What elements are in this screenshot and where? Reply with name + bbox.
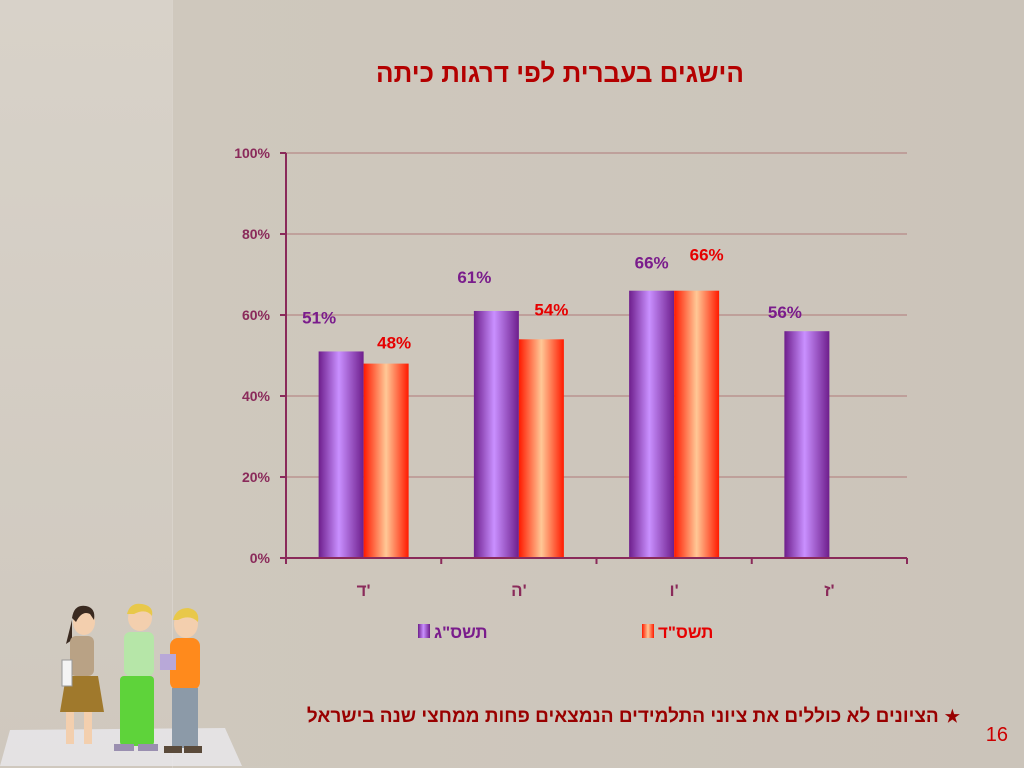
y-tick-label: 80%	[242, 226, 271, 242]
bar-series1	[629, 290, 675, 558]
children-illustration	[0, 603, 242, 766]
legend-label: תשס"ג	[434, 623, 488, 642]
y-tick-label: 100%	[234, 145, 270, 161]
bars	[318, 290, 830, 558]
footnote-text: הציונים לא כוללים את ציוני התלמידים הנמצ…	[306, 706, 939, 727]
x-category-label: ז'	[824, 581, 834, 600]
x-category-label: ה'	[511, 581, 527, 600]
data-label: 48%	[377, 334, 411, 353]
data-label: 51%	[302, 308, 336, 327]
bar-series2	[363, 363, 409, 558]
x-category-label: ו'	[670, 581, 679, 600]
slide-title: הישגים בעברית לפי דרגות כיתה	[376, 58, 744, 88]
y-tick-label: 60%	[242, 307, 271, 323]
legend-swatch	[418, 624, 430, 638]
page-number: 16	[985, 724, 1008, 746]
data-labels: 51% 48% 61% 54% 66% 66% 56%	[302, 246, 802, 353]
x-category-label: ד'	[357, 581, 371, 600]
axes: 0% 20% 40% 60% 80% 100% ד' ה' ו' ז'	[234, 145, 908, 600]
y-tick-label: 0%	[250, 550, 271, 566]
bar-series2	[674, 290, 720, 558]
bar-series1	[473, 310, 519, 558]
footnote: ★ הציונים לא כוללים את ציוני התלמידים הנמ…	[307, 706, 960, 728]
legend-swatch	[642, 624, 654, 638]
data-label: 56%	[768, 303, 802, 322]
legend-label: תשס"ד	[658, 623, 713, 642]
star-icon: ★	[944, 707, 960, 726]
data-label: 66%	[690, 246, 724, 265]
bar-series1	[318, 351, 364, 558]
bar-series2	[518, 339, 564, 558]
data-label: 54%	[534, 300, 568, 319]
legend: תשס"ג תשס"ד	[418, 623, 713, 642]
y-tick-label: 40%	[242, 388, 271, 404]
data-label: 61%	[457, 268, 491, 287]
bar-series1	[784, 331, 830, 558]
y-tick-label: 20%	[242, 469, 271, 485]
data-label: 66%	[635, 254, 669, 273]
